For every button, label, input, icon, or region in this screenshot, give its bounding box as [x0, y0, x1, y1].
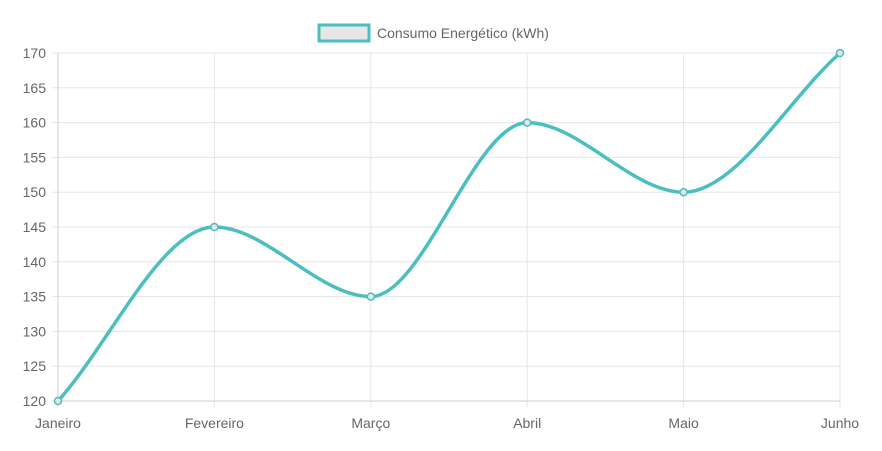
y-tick-label: 130: [23, 323, 47, 339]
y-tick-label: 120: [23, 393, 47, 409]
x-tick-label: Maio: [668, 415, 699, 431]
data-point[interactable]: [835, 48, 845, 58]
axes: 120 125 130 135 140 145 150 155 160 165 170 Janeiro…: [23, 45, 860, 431]
y-tick-label: 170: [23, 45, 47, 61]
data-point[interactable]: [53, 396, 63, 406]
data-point[interactable]: [210, 222, 219, 232]
x-tick-label: Abril: [513, 415, 541, 431]
data-point[interactable]: [522, 118, 532, 127]
y-tick-label: 145: [23, 219, 47, 235]
series-layer: [53, 48, 845, 406]
series-line: [56, 51, 842, 403]
x-tick-label: Janeiro: [35, 415, 81, 431]
y-tick-label: 135: [23, 289, 47, 305]
data-point[interactable]: [366, 292, 376, 301]
y-tick-label: 140: [23, 254, 47, 270]
x-tick-label: Fevereiro: [185, 415, 244, 431]
y-tick-label: 155: [23, 149, 47, 165]
x-tick-label: Junho: [821, 415, 859, 431]
x-tick-label: Março: [351, 415, 390, 431]
legend-swatch[interactable]: [317, 23, 371, 43]
y-tick-label: 125: [23, 358, 47, 374]
y-tick-label: 160: [23, 115, 47, 131]
y-tick-label: 150: [23, 184, 47, 200]
legend[interactable]: Consumo Energético (kWh): [317, 23, 549, 43]
legend-label[interactable]: Consumo Energético (kWh): [377, 25, 549, 41]
data-point[interactable]: [679, 187, 688, 197]
grid: [57, 52, 841, 407]
y-tick-label: 165: [23, 80, 47, 96]
